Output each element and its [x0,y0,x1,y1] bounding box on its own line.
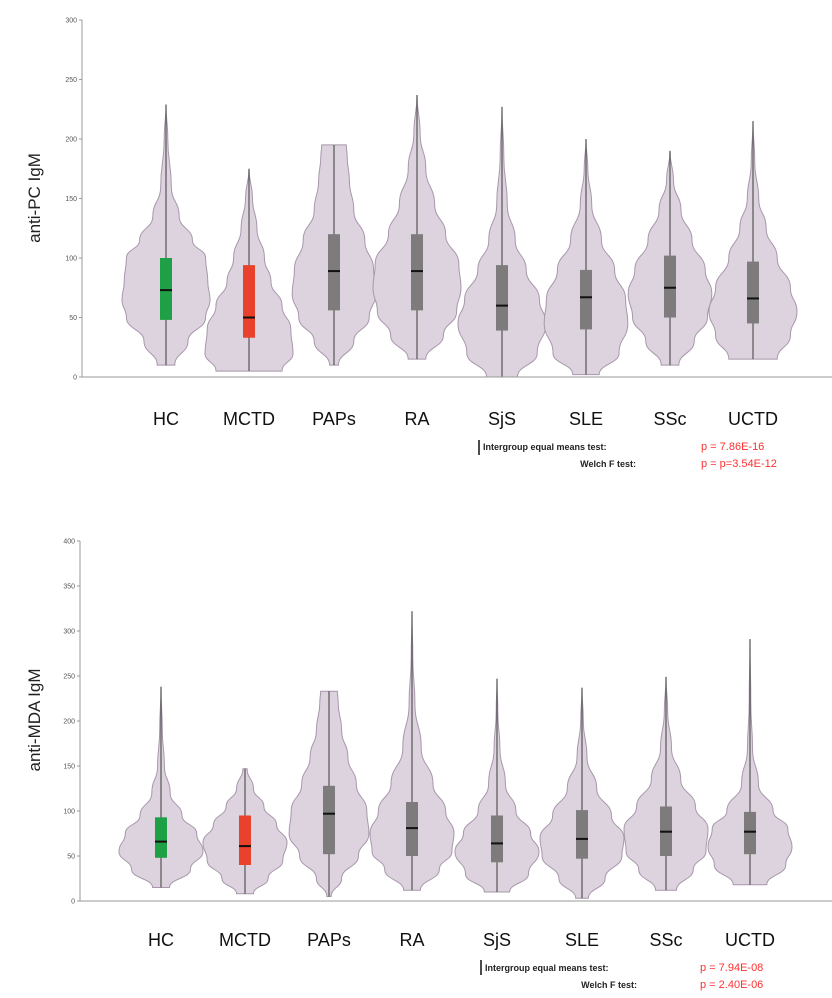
violin-group-sjs [457,106,547,378]
stat-test2-value: p = p=3.54E-12 [701,458,777,470]
stat-test1-value: p = 7.86E-16 [701,441,764,453]
y-tick-label: 400 [63,539,75,546]
category-label: RA [404,409,429,429]
y-axis-label: anti-MDA IgM [25,669,44,772]
category-label: SSc [649,930,682,950]
iqr-box-ra [411,234,423,311]
category-label: SLE [565,930,599,950]
category-labels: HC MCTD PAPs RA SjS SLE SSc UCTD [153,409,778,429]
iqr-box-paps [323,785,335,855]
category-label: SjS [483,930,511,950]
category-label: RA [399,930,424,950]
violin-group-mctd [204,168,294,372]
category-label: UCTD [728,409,778,429]
y-tick-label: 300 [65,18,77,25]
iqr-box-sle [580,269,592,330]
category-label: PAPs [307,930,351,950]
violin-group-sjs [454,678,540,893]
stat-test2-label: Welch F test: [580,459,636,469]
violins [118,611,793,899]
stat-test2-value: p = 2.40E-06 [700,979,763,991]
panel-anti-mda: anti-MDA IgM 0 50 100 150 200 250 300 350 400 HC… [25,539,832,991]
category-label: MCTD [223,409,275,429]
y-tick-labels: 0 50 100 150 200 250 300 [65,18,82,382]
y-tick-label: 250 [65,77,77,84]
stat-test1-label: Intergroup equal means test: [485,963,609,973]
y-tick-label: 100 [63,809,75,816]
violin-group-hc [118,686,204,888]
y-tick-labels: 0 50 100 150 200 250 300 350 400 [63,539,80,906]
iqr-box-mctd [243,265,255,338]
category-label: MCTD [219,930,271,950]
y-tick-label: 250 [63,674,75,681]
violin-group-uctd [707,638,793,886]
iqr-box-sjs [491,815,503,863]
iqr-box-mctd [239,815,251,865]
y-tick-label: 0 [71,899,75,906]
iqr-box-ssc [664,255,676,318]
y-tick-label: 50 [69,315,77,322]
iqr-box-uctd [747,261,759,324]
panel-anti-pc: anti-PC IgM 0 50 100 150 200 250 300 HC MCTD PAP… [25,18,832,470]
violin-group-mctd [202,768,288,895]
category-label: HC [148,930,174,950]
violin-group-paps [288,690,370,897]
category-label: UCTD [725,930,775,950]
category-label: PAPs [312,409,356,429]
stat-test2-label: Welch F test: [581,980,637,990]
iqr-box-hc [155,817,167,858]
stat-test1-label: Intergroup equal means test: [483,442,607,452]
iqr-box-hc [160,258,172,320]
violin-group-sle [543,138,629,376]
category-label: HC [153,409,179,429]
violin-group-hc [121,104,211,366]
violin-group-ra [369,611,455,891]
y-tick-label: 200 [65,137,77,144]
violin-group-ra [372,94,462,360]
iqr-box-sle [576,810,588,859]
stat-test1-value: p = 7.94E-08 [700,962,763,974]
y-tick-label: 200 [63,719,75,726]
y-tick-label: 150 [63,764,75,771]
violins [121,94,798,378]
violin-group-ssc [627,150,713,366]
y-tick-label: 150 [65,196,77,203]
category-label: SjS [488,409,516,429]
category-labels: HC MCTD PAPs RA SjS SLE SSc UCTD [148,930,775,950]
y-tick-label: 350 [63,584,75,591]
category-label: SLE [569,409,603,429]
violin-group-paps [291,144,377,366]
y-tick-label: 50 [67,854,75,861]
violin-group-ssc [623,676,709,891]
iqr-box-uctd [744,811,756,855]
violin-group-uctd [708,120,798,360]
iqr-box-paps [328,234,340,311]
iqr-box-sjs [496,265,508,331]
y-tick-label: 100 [65,256,77,263]
y-tick-label: 300 [63,629,75,636]
violin-group-sle [539,686,625,899]
y-tick-label: 0 [73,375,77,382]
category-label: SSc [653,409,686,429]
y-axis-label: anti-PC IgM [25,153,44,243]
